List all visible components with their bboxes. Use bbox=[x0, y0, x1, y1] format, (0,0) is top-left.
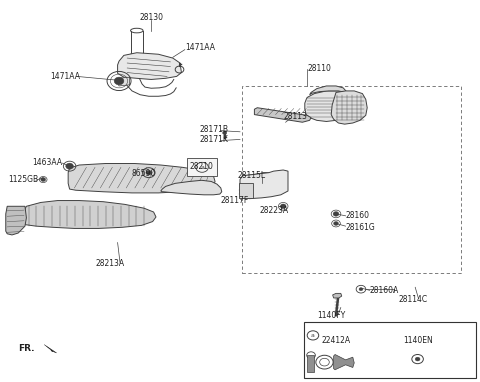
Text: 1463AA: 1463AA bbox=[33, 158, 63, 167]
Text: 28114C: 28114C bbox=[398, 295, 428, 304]
Polygon shape bbox=[333, 293, 342, 298]
Text: 28213A: 28213A bbox=[96, 259, 125, 268]
Polygon shape bbox=[310, 86, 347, 95]
Text: 28171K: 28171K bbox=[199, 135, 228, 144]
Text: a: a bbox=[200, 165, 204, 170]
Text: 1471AA: 1471AA bbox=[50, 72, 81, 81]
Circle shape bbox=[334, 222, 338, 225]
Text: 28160A: 28160A bbox=[370, 286, 399, 295]
Circle shape bbox=[415, 357, 420, 361]
Text: 28115L: 28115L bbox=[238, 171, 266, 180]
Polygon shape bbox=[307, 355, 314, 372]
Polygon shape bbox=[23, 201, 156, 228]
Bar bbox=[304, 322, 476, 378]
Circle shape bbox=[66, 163, 73, 169]
Circle shape bbox=[114, 77, 124, 85]
Polygon shape bbox=[331, 91, 367, 124]
Text: 28160: 28160 bbox=[346, 211, 370, 220]
Bar bbox=[239, 183, 253, 198]
Circle shape bbox=[359, 288, 363, 291]
Text: 28210: 28210 bbox=[190, 162, 214, 171]
Text: 28110: 28110 bbox=[307, 64, 331, 73]
Polygon shape bbox=[254, 108, 311, 122]
Bar bbox=[187, 158, 217, 176]
Polygon shape bbox=[118, 53, 181, 79]
Text: 1471AA: 1471AA bbox=[185, 43, 215, 52]
Polygon shape bbox=[305, 91, 353, 121]
Polygon shape bbox=[242, 173, 269, 191]
Bar bbox=[242, 86, 461, 273]
Polygon shape bbox=[68, 163, 215, 193]
Text: 1125GB: 1125GB bbox=[9, 175, 39, 184]
Text: 1140FY: 1140FY bbox=[317, 311, 345, 320]
Text: 28117F: 28117F bbox=[221, 196, 249, 205]
Polygon shape bbox=[161, 180, 222, 195]
Polygon shape bbox=[118, 77, 130, 86]
Text: FR.: FR. bbox=[18, 344, 35, 353]
Circle shape bbox=[223, 131, 227, 134]
Text: 28171B: 28171B bbox=[199, 125, 228, 134]
Circle shape bbox=[280, 204, 286, 209]
Text: 22412A: 22412A bbox=[322, 336, 351, 345]
Circle shape bbox=[333, 212, 339, 216]
Text: 28113: 28113 bbox=[283, 112, 307, 121]
Polygon shape bbox=[6, 206, 26, 235]
Text: 86590: 86590 bbox=[132, 169, 156, 178]
Circle shape bbox=[146, 170, 152, 175]
Text: 28161G: 28161G bbox=[346, 223, 375, 232]
Text: 1140EN: 1140EN bbox=[403, 336, 433, 345]
Polygon shape bbox=[334, 354, 354, 370]
Polygon shape bbox=[44, 345, 57, 353]
Text: a: a bbox=[311, 333, 315, 338]
Circle shape bbox=[41, 178, 46, 181]
Text: 28130: 28130 bbox=[139, 13, 163, 22]
Polygon shape bbox=[240, 170, 288, 199]
Text: 28223A: 28223A bbox=[259, 206, 288, 215]
